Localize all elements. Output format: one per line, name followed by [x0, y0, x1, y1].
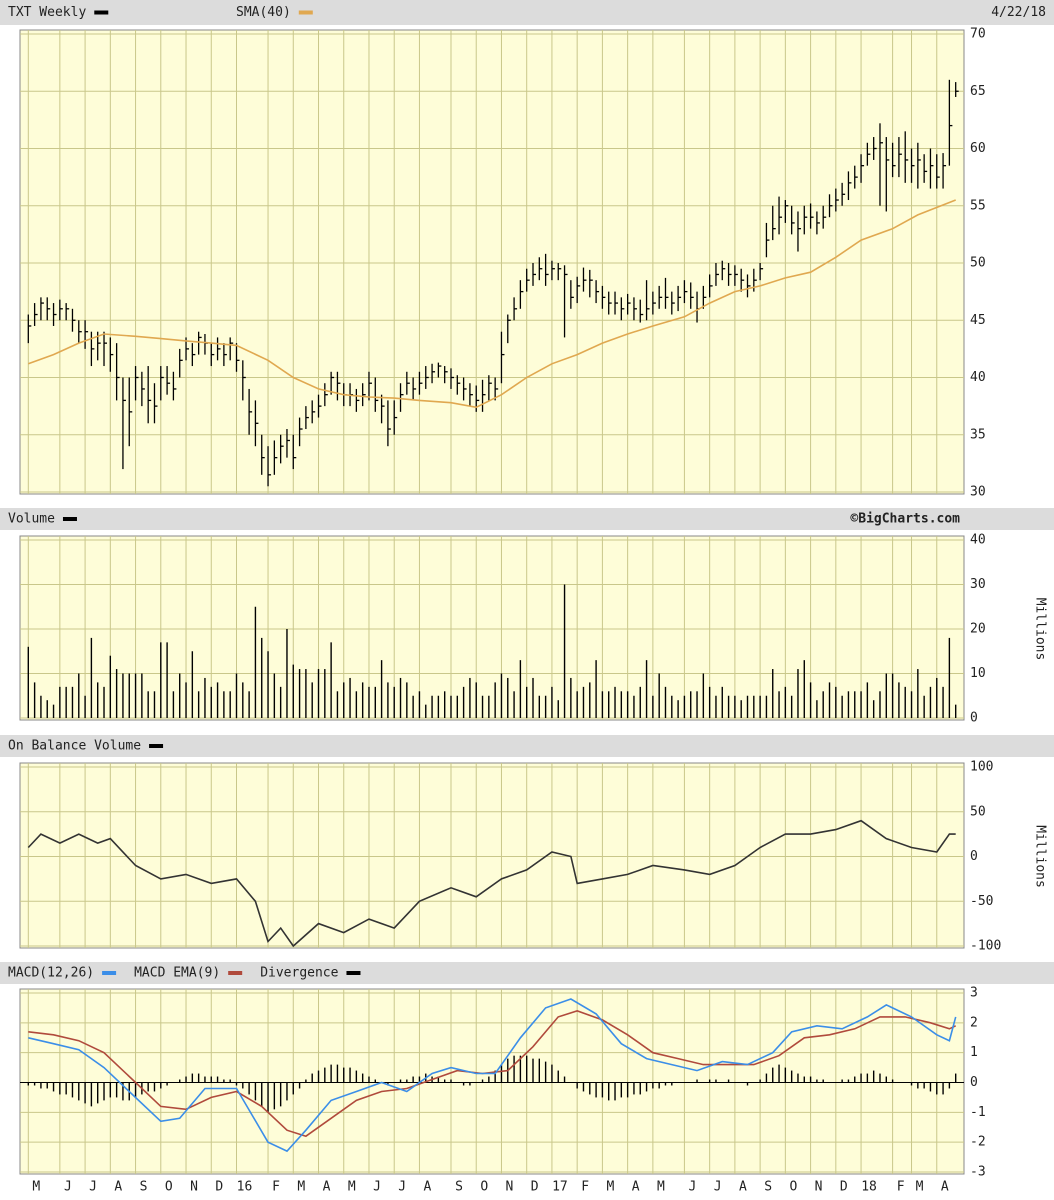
- x-tick-label: O: [165, 1180, 173, 1195]
- x-tick-label: J: [89, 1180, 97, 1195]
- x-tick-label: J: [64, 1180, 72, 1195]
- y-tick-label: 40: [970, 533, 986, 548]
- plot-area: [19, 988, 965, 1175]
- legend-swatch: [298, 10, 313, 15]
- legend-swatch: [228, 971, 243, 975]
- obv-line: [27, 819, 956, 948]
- legend-label: On Balance Volume: [8, 739, 141, 754]
- macd-line: [28, 1010, 957, 1138]
- y-tick-label: 55: [970, 198, 986, 213]
- y-tick-label: 0: [970, 849, 978, 864]
- legend-label: TXT Weekly: [8, 5, 86, 20]
- y-tick-label: 40: [970, 370, 986, 385]
- x-tick-label: S: [455, 1180, 463, 1195]
- x-tick-label: 16: [237, 1180, 253, 1195]
- y-tick-label: 70: [970, 27, 986, 42]
- x-tick-label: O: [480, 1180, 488, 1195]
- x-tick-label: N: [506, 1180, 514, 1195]
- x-tick-label: N: [190, 1180, 198, 1195]
- y-tick-label: 100: [970, 760, 993, 775]
- credit: ©BigCharts.com: [850, 512, 960, 527]
- plot-area: [19, 762, 965, 949]
- y-tick-label: 3: [970, 986, 978, 1001]
- y-tick-label: 35: [970, 427, 986, 442]
- y-axis-label: Millions: [1033, 598, 1048, 661]
- y-tick-label: -3: [970, 1165, 986, 1180]
- x-tick-label: M: [606, 1180, 614, 1195]
- macd-line: [28, 998, 957, 1153]
- x-tick-label: F: [581, 1180, 589, 1195]
- legend-label: MACD EMA(9): [134, 966, 220, 981]
- y-tick-label: 30: [970, 485, 986, 500]
- x-tick-label: N: [815, 1180, 823, 1195]
- y-axis-label: Millions: [1033, 825, 1048, 888]
- x-tick-label: A: [739, 1180, 747, 1195]
- x-tick-label: A: [424, 1180, 432, 1195]
- y-tick-label: 0: [970, 1075, 978, 1090]
- legend-swatch: [346, 971, 361, 975]
- x-tick-label: F: [897, 1180, 905, 1195]
- y-tick-label: 10: [970, 666, 986, 681]
- y-tick-label: 65: [970, 84, 986, 99]
- x-tick-label: J: [714, 1180, 722, 1195]
- legend-label: Volume: [8, 512, 55, 527]
- y-tick-label: 50: [970, 804, 986, 819]
- x-tick-label: D: [531, 1180, 539, 1195]
- y-tick-label: 30: [970, 577, 986, 592]
- x-tick-label: A: [114, 1180, 122, 1195]
- x-tick-label: J: [398, 1180, 406, 1195]
- legend-swatch: [62, 517, 77, 521]
- y-tick-label: 60: [970, 141, 986, 156]
- legend-swatch: [102, 971, 117, 975]
- legend-swatch: [94, 10, 109, 15]
- legend-label: MACD(12,26): [8, 966, 94, 981]
- x-tick-label: M: [32, 1180, 40, 1195]
- y-tick-label: 45: [970, 313, 986, 328]
- y-tick-label: -1: [970, 1105, 986, 1120]
- panel-header: [0, 0, 1054, 25]
- x-tick-label: F: [272, 1180, 280, 1195]
- y-tick-label: 0: [970, 711, 978, 726]
- x-tick-label: M: [297, 1180, 305, 1195]
- legend-label: SMA(40): [236, 5, 291, 20]
- x-tick-label: J: [373, 1180, 381, 1195]
- x-tick-label: J: [689, 1180, 697, 1195]
- panel-header: [0, 735, 1054, 757]
- date-label: 4/22/18: [991, 5, 1046, 20]
- plot-area: [19, 29, 965, 495]
- x-tick-label: A: [632, 1180, 640, 1195]
- y-tick-label: -100: [970, 939, 1001, 954]
- x-tick-label: 18: [861, 1180, 877, 1195]
- x-tick-label: 17: [552, 1180, 568, 1195]
- x-tick-label: D: [840, 1180, 848, 1195]
- x-tick-label: M: [916, 1180, 924, 1195]
- x-tick-label: M: [657, 1180, 665, 1195]
- sma-line: [28, 199, 956, 409]
- y-tick-label: 2: [970, 1015, 978, 1030]
- x-tick-label: A: [323, 1180, 331, 1195]
- panel-header: [0, 962, 1054, 984]
- panel-header: [0, 508, 1054, 530]
- x-tick-label: S: [140, 1180, 148, 1195]
- y-tick-label: -50: [970, 894, 993, 909]
- legend-label: Divergence: [260, 966, 338, 981]
- x-tick-label: D: [215, 1180, 223, 1195]
- x-tick-label: M: [348, 1180, 356, 1195]
- y-tick-label: 50: [970, 256, 986, 271]
- y-tick-label: 20: [970, 622, 986, 637]
- x-tick-label: S: [764, 1180, 772, 1195]
- x-tick-label: A: [941, 1180, 949, 1195]
- x-tick-label: O: [789, 1180, 797, 1195]
- y-tick-label: -2: [970, 1135, 986, 1150]
- y-tick-label: 1: [970, 1045, 978, 1060]
- legend-swatch: [149, 744, 164, 748]
- plot-area: [19, 535, 965, 721]
